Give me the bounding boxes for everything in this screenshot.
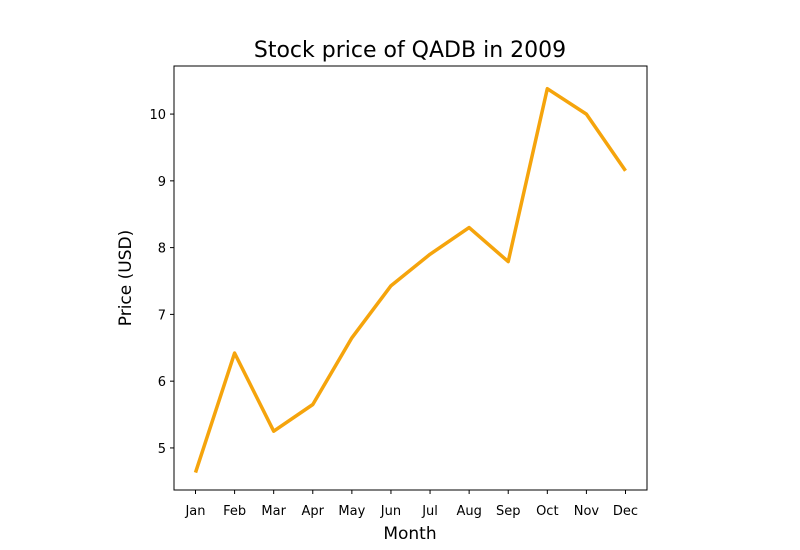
- price-series-line: [193, 86, 627, 474]
- x-tick-label: Apr: [302, 504, 325, 519]
- x-axis: Jan Feb Mar Apr May Jun Jul Aug Sep Oct Nov Dec: [184, 490, 638, 519]
- y-tick-label: 5: [158, 442, 166, 457]
- x-axis-label: Month: [383, 524, 436, 544]
- x-tick-label: Aug: [456, 504, 481, 519]
- y-tick-label: 9: [158, 175, 166, 190]
- y-axis: 5 6 7 8 9 10: [149, 108, 174, 457]
- x-tick-label: Nov: [574, 504, 600, 519]
- y-tick-label: 6: [158, 375, 166, 390]
- x-tick-label: Mar: [261, 504, 286, 519]
- y-axis-label: Price (USD): [116, 230, 136, 326]
- x-tick-label: May: [338, 504, 365, 519]
- x-tick-label: Sep: [496, 504, 521, 519]
- x-tick-label: Jan: [184, 504, 205, 519]
- y-tick-label: 8: [158, 242, 166, 257]
- x-tick-label: Oct: [536, 504, 558, 519]
- x-tick-label: Jul: [421, 504, 438, 519]
- plot-frame: [173, 65, 648, 491]
- x-tick-label: Dec: [613, 504, 638, 519]
- x-tick-label: Feb: [223, 504, 246, 519]
- y-tick-label: 7: [158, 308, 166, 323]
- chart-title: Stock price of QADB in 2009: [254, 38, 566, 63]
- y-tick-label: 10: [149, 108, 166, 123]
- x-tick-label: Jun: [380, 504, 401, 519]
